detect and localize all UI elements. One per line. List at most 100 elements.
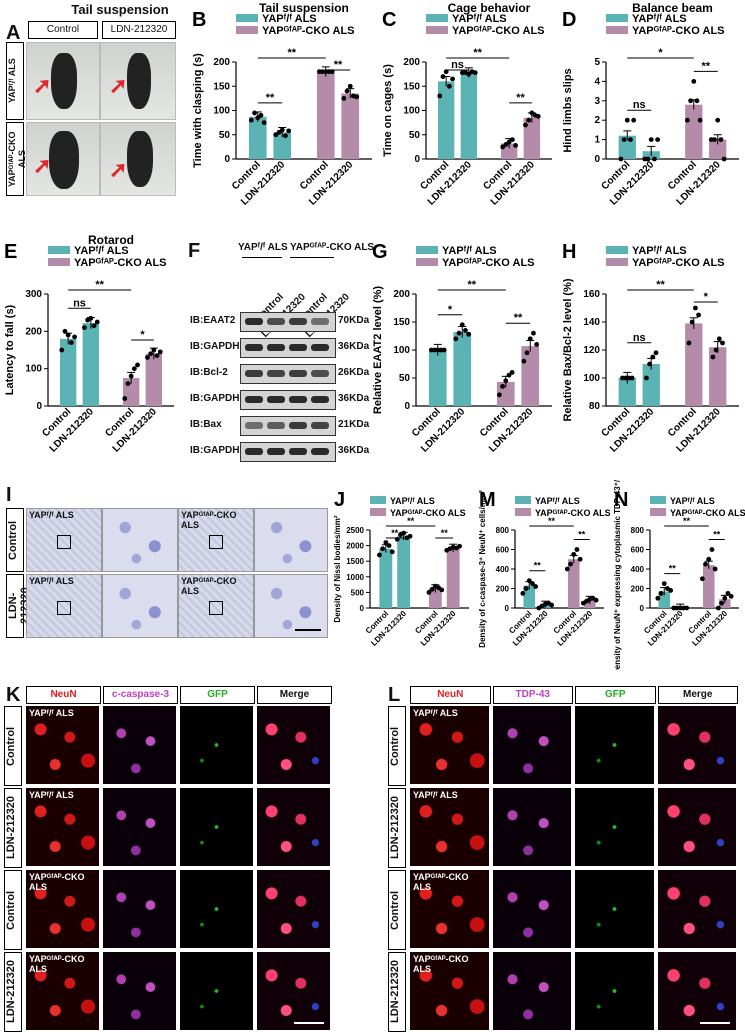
legend-label: YAPᴳᶠᴬᴾ-CKO ALS (262, 25, 355, 37)
y-tick-label: 50 (399, 373, 411, 384)
y-tick-label: 50 (409, 130, 421, 141)
wb-kda-label: 36KDa (338, 445, 370, 456)
genotype-tag: YAPᴳᶠᴬᴾ-CKO ALS (413, 872, 469, 892)
data-point (131, 366, 137, 372)
y-tick-label: 0 (640, 604, 645, 613)
data-point (716, 336, 722, 342)
mouse-photo: ➚ (26, 42, 100, 120)
data-point (82, 325, 87, 330)
fluorescence-image: YAPᶠ/ᶠ ALS (26, 706, 99, 784)
bar (583, 600, 596, 608)
data-point (383, 540, 389, 545)
data-point (94, 319, 100, 325)
bar (642, 364, 660, 406)
sig-label: ** (713, 530, 721, 540)
data-point (721, 156, 727, 162)
y-tick-label: 1500 (346, 557, 364, 566)
y-tick-label: 400 (631, 565, 645, 574)
panel-letter: C (382, 9, 396, 31)
y-axis-label: Density of NeuN⁺ expressing cytoplasmic … (613, 480, 622, 670)
data-point (526, 117, 532, 123)
data-point (527, 336, 533, 342)
y-tick-label: 500 (351, 588, 365, 597)
data-point (699, 576, 705, 582)
data-point (694, 98, 700, 104)
data-point (407, 533, 413, 539)
data-point (248, 117, 254, 123)
data-point (157, 349, 163, 355)
data-point (252, 110, 257, 116)
data-point (720, 340, 725, 346)
bar (437, 81, 455, 159)
bar (273, 132, 292, 159)
legend-swatch (236, 26, 258, 34)
data-point (661, 581, 667, 587)
data-point (496, 392, 502, 398)
fluorescence-image (575, 706, 654, 784)
bar (658, 591, 671, 608)
sig-label: ** (334, 59, 343, 71)
sig-label: * (704, 291, 709, 303)
data-point (513, 143, 518, 148)
fluorescence-image (257, 952, 330, 1030)
fluorescence-image (257, 870, 330, 948)
y-axis-label: Time with clasping (s) (192, 53, 204, 168)
fluorescence-image (575, 952, 654, 1030)
y-tick-label: 600 (496, 546, 510, 555)
sig-label: ** (266, 92, 275, 104)
legend-swatch (370, 508, 386, 516)
data-point (658, 590, 664, 596)
sig-label: ** (391, 528, 399, 538)
data-point (645, 156, 651, 162)
fluorescence-image (180, 788, 253, 866)
y-tick-label: 2000 (346, 542, 364, 551)
scale-bar (700, 1022, 730, 1024)
data-point (59, 347, 65, 353)
legend-swatch (650, 508, 666, 516)
fluorescence-image (657, 952, 736, 1030)
bar (397, 536, 411, 608)
y-tick-label: 2 (594, 115, 600, 126)
y-axis-label: Relative Bax/Bcl-2 level (%) (562, 278, 574, 421)
wb-band (311, 422, 329, 429)
wb-group-wt: YAPᶠ/ᶠ ALS (238, 242, 288, 253)
data-point (521, 358, 527, 364)
bar (521, 346, 540, 406)
wb-strip (240, 390, 336, 410)
y-tick-label: 200 (496, 585, 510, 594)
legend-label: YAPᶠ/ᶠ ALS (670, 496, 715, 506)
wb-strip (240, 442, 336, 462)
data-point (692, 305, 698, 311)
panel-letter: D (562, 9, 576, 31)
data-point (549, 602, 555, 608)
data-point (628, 137, 633, 143)
panel-letter-k: K (6, 684, 21, 706)
legend-label: YAPᴳᶠᴬᴾ-CKO ALS (670, 508, 745, 518)
fluorescence-image (575, 870, 654, 948)
y-tick-label: 200 (393, 289, 410, 300)
legend-label: YAPᴳᶠᴬᴾ-CKO ALS (632, 25, 725, 37)
panel-i-label: YAPᴳᶠᴬᴾ-CKO ALS (181, 510, 237, 530)
wb-band (245, 448, 263, 455)
mouse-photo: ➚ (100, 122, 176, 196)
sig-label: ** (407, 516, 415, 526)
data-point (65, 332, 71, 338)
data-point (668, 588, 674, 593)
wb-band (311, 318, 329, 325)
data-point (148, 351, 154, 357)
y-tick-label: 50 (219, 130, 231, 141)
data-point (715, 117, 721, 123)
fluorescence-image (103, 870, 176, 948)
chart-title: Cage behavior (448, 1, 531, 15)
panel-letter: N (614, 489, 628, 511)
sig-label: * (448, 304, 453, 316)
data-point (644, 375, 649, 381)
data-point (647, 361, 653, 367)
data-point (686, 340, 692, 346)
data-point (62, 328, 68, 334)
legend-label: YAPᴳᶠᴬᴾ-CKO ALS (632, 257, 725, 269)
data-point (88, 315, 94, 321)
